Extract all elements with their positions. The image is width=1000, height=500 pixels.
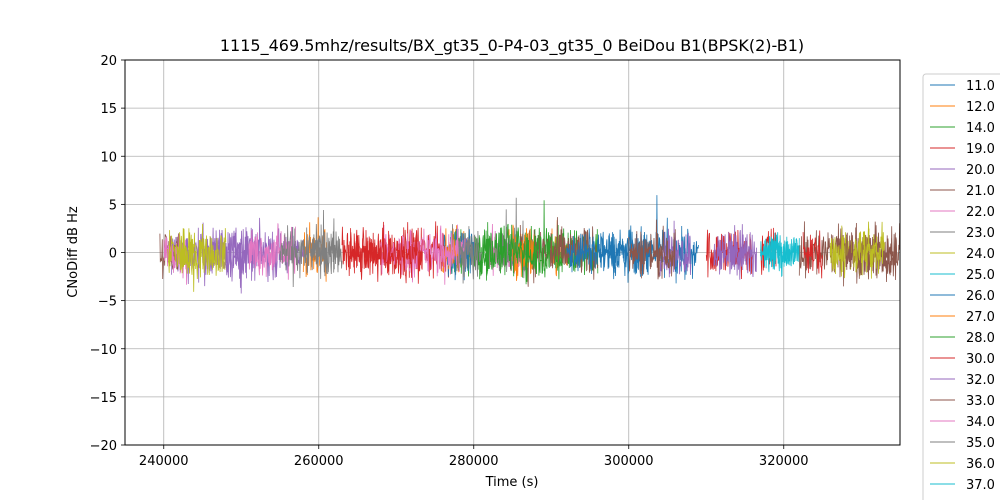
series-line bbox=[310, 231, 343, 277]
legend-entry: 24.0 bbox=[930, 247, 995, 262]
legend-label: 35.0 bbox=[966, 436, 995, 451]
x-axis: 240000 260000 280000 300000 320000 bbox=[139, 445, 809, 469]
y-tick-label: 5 bbox=[109, 198, 117, 213]
legend-label: 36.0 bbox=[966, 457, 995, 472]
legend-entry: 12.0 bbox=[930, 100, 995, 115]
legend-label: 32.0 bbox=[966, 373, 995, 388]
x-tick-label: 320000 bbox=[759, 454, 809, 469]
legend-label: 11.0 bbox=[966, 79, 995, 94]
y-tick-label: 20 bbox=[100, 54, 117, 69]
legend-label: 14.0 bbox=[966, 121, 995, 136]
legend-entry: 21.0 bbox=[930, 184, 995, 199]
x-axis-label: Time (s) bbox=[485, 475, 539, 490]
series-line bbox=[628, 219, 676, 280]
legend-label: 25.0 bbox=[966, 268, 995, 283]
legend-entry: 27.0 bbox=[930, 310, 995, 325]
series-34.0 bbox=[248, 223, 467, 285]
legend-entry: 37.0 bbox=[930, 478, 995, 493]
x-tick-label: 280000 bbox=[449, 454, 499, 469]
legend-label: 19.0 bbox=[966, 142, 995, 157]
series-line bbox=[853, 221, 885, 279]
legend-entry: 26.0 bbox=[930, 289, 995, 304]
series-35.0 bbox=[279, 209, 482, 288]
legend-label: 24.0 bbox=[966, 247, 995, 262]
legend-label: 23.0 bbox=[966, 226, 995, 241]
legend-label: 37.0 bbox=[966, 478, 995, 493]
y-tick-label: 10 bbox=[100, 150, 117, 165]
series-28.0 bbox=[473, 223, 552, 285]
legend-label: 34.0 bbox=[966, 415, 995, 430]
y-tick-label: −5 bbox=[98, 295, 117, 310]
series-line bbox=[279, 209, 335, 288]
legend: 11.0 12.0 14.0 19.0 20.0 21.0 22.0 23.0 24.0 25.0… bbox=[922, 73, 1000, 500]
legend-label: 30.0 bbox=[966, 352, 995, 367]
series-36.0 bbox=[178, 221, 885, 292]
y-axis: −20 −15 −10 −5 0 5 10 15 20 bbox=[90, 54, 125, 454]
series-line bbox=[512, 225, 537, 281]
legend-frame bbox=[922, 73, 1000, 500]
series-line bbox=[178, 223, 227, 292]
series-line bbox=[458, 230, 482, 284]
legend-label: 21.0 bbox=[966, 184, 995, 199]
legend-entry: 11.0 bbox=[930, 79, 995, 94]
y-tick-label: −20 bbox=[90, 439, 117, 454]
legend-entry: 32.0 bbox=[930, 373, 995, 388]
legend-label: 22.0 bbox=[966, 205, 995, 220]
x-tick-label: 260000 bbox=[294, 454, 344, 469]
y-tick-label: −15 bbox=[90, 391, 117, 406]
y-axis-label: CNoDiff dB Hz bbox=[66, 206, 81, 298]
y-tick-label: −10 bbox=[90, 343, 117, 358]
legend-label: 12.0 bbox=[966, 100, 995, 115]
legend-entry: 33.0 bbox=[930, 394, 995, 409]
series-30.0 bbox=[349, 221, 823, 284]
series-37.0 bbox=[764, 232, 800, 278]
x-tick-label: 240000 bbox=[139, 454, 189, 469]
legend-entry: 28.0 bbox=[930, 331, 995, 346]
legend-label: 26.0 bbox=[966, 289, 995, 304]
legend-entry: 34.0 bbox=[930, 415, 995, 430]
legend-entry: 25.0 bbox=[930, 268, 995, 283]
legend-entry: 30.0 bbox=[930, 352, 995, 367]
legend-label: 20.0 bbox=[966, 163, 995, 178]
legend-entry: 35.0 bbox=[930, 436, 995, 451]
legend-entry: 20.0 bbox=[930, 163, 995, 178]
y-tick-label: 15 bbox=[100, 102, 117, 117]
series-line bbox=[473, 223, 552, 285]
series-line bbox=[442, 224, 467, 285]
legend-label: 28.0 bbox=[966, 331, 995, 346]
legend-entry: 22.0 bbox=[930, 205, 995, 220]
series-line bbox=[713, 232, 746, 280]
series-line bbox=[349, 221, 420, 284]
series-line bbox=[566, 225, 653, 283]
legend-label: 33.0 bbox=[966, 394, 995, 409]
x-tick-label: 300000 bbox=[604, 454, 654, 469]
legend-label: 27.0 bbox=[966, 310, 995, 325]
legend-entry: 23.0 bbox=[930, 226, 995, 241]
series-line bbox=[248, 223, 296, 280]
chart-title: 1115_469.5mhz/results/BX_gt35_0-P4-03_gt… bbox=[220, 36, 804, 56]
series-line bbox=[764, 232, 800, 278]
legend-entry: 36.0 bbox=[930, 457, 995, 472]
legend-entry: 14.0 bbox=[930, 121, 995, 136]
series-line bbox=[802, 230, 823, 279]
legend-entry: 19.0 bbox=[930, 142, 995, 157]
y-tick-label: 0 bbox=[109, 247, 117, 262]
series-layer bbox=[159, 195, 901, 294]
